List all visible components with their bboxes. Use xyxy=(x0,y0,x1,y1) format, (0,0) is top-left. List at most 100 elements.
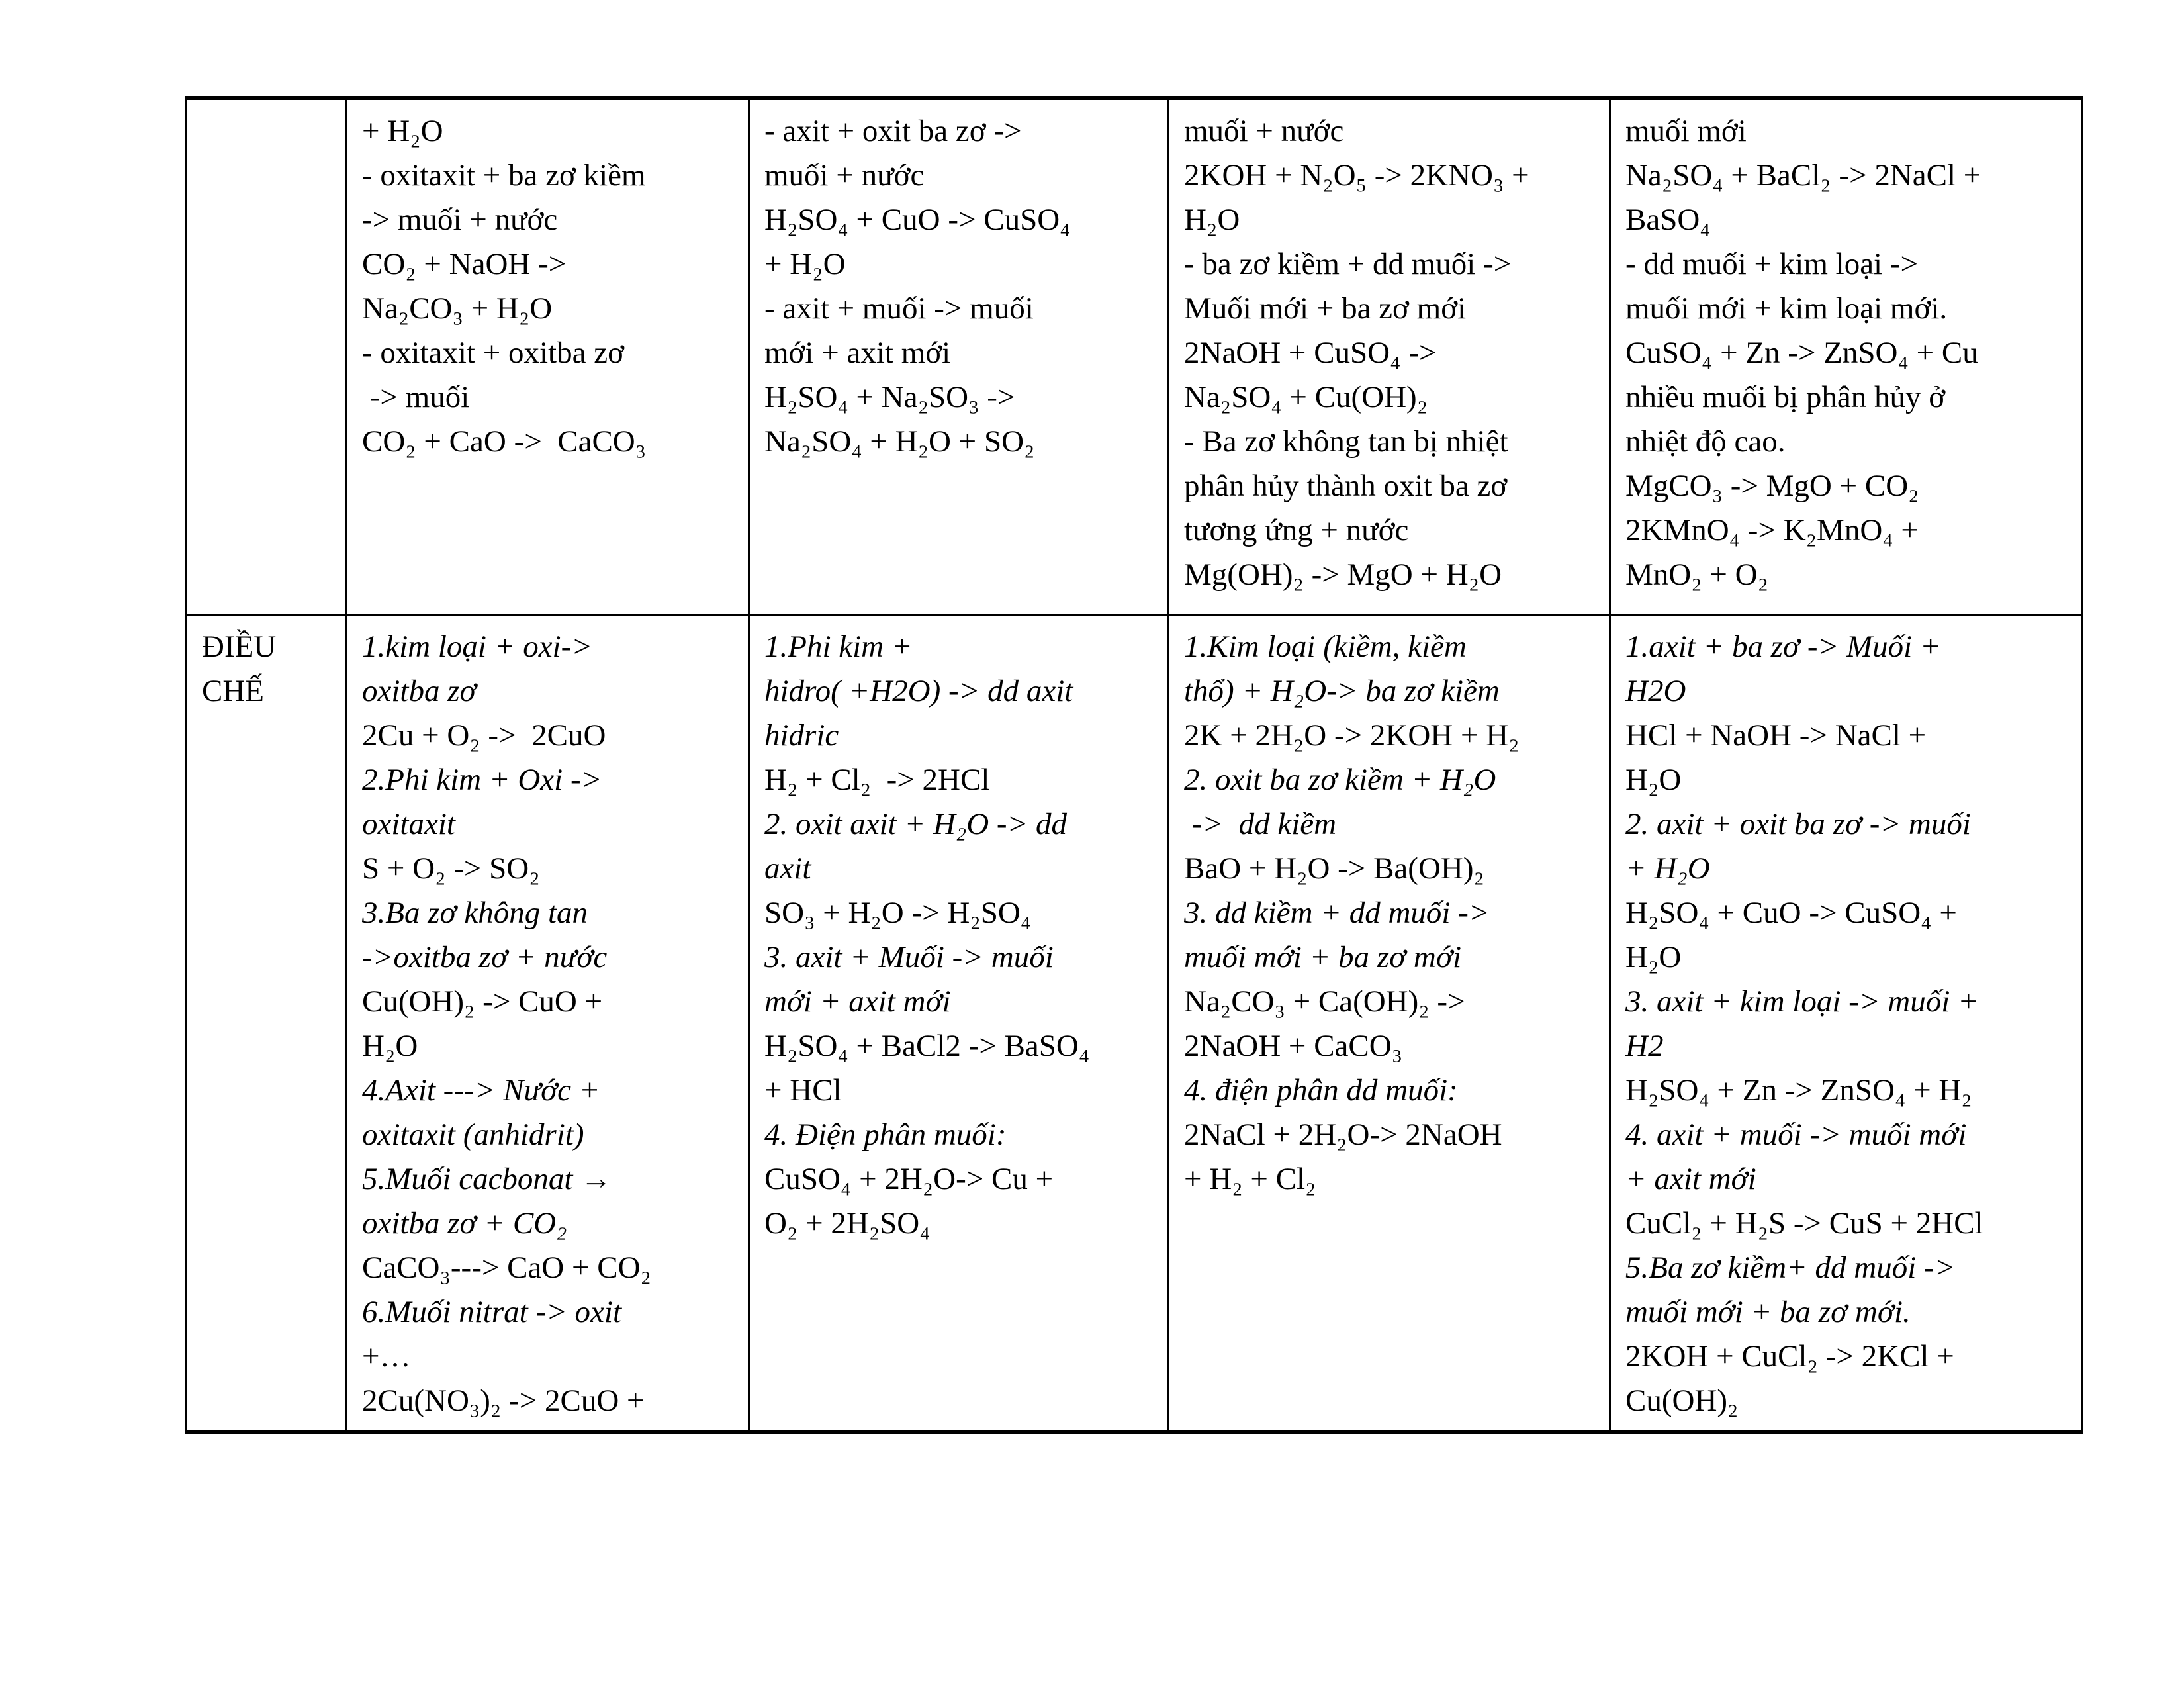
text-line: + HCl xyxy=(764,1072,842,1107)
text-line: Mg(OH)₂ -> MgO + H₂O xyxy=(1184,557,1502,592)
text-line: Cu(OH)₂ xyxy=(1625,1383,1739,1418)
text-line: H₂SO₄ + CuO -> CuSO₄ + xyxy=(1625,895,1957,930)
table-row-properties-continued: + H₂O - oxitaxit + ba zơ kiềm -> muối + nư… xyxy=(185,97,2083,616)
text-line: 2Cu(NO₃)₂ -> 2CuO + xyxy=(362,1383,645,1418)
text-line: nhiệt độ cao. xyxy=(1625,424,1786,459)
text-line: 2KOH + N₂O₅ -> 2KNO₃ + xyxy=(1184,158,1529,193)
text-line: mới + axit mới xyxy=(764,984,951,1019)
text-line: - Ba zơ không tan bị nhiệt xyxy=(1184,424,1508,459)
text-line: 6.Muối nitrat -> oxit xyxy=(362,1294,622,1329)
text-line: oxitaxit (anhidrit) xyxy=(362,1117,584,1152)
text-line: 2. oxit axit + H₂O -> dd xyxy=(764,806,1068,841)
text-line: Na₂SO₄ + Cu(OH)₂ xyxy=(1184,380,1428,414)
cell-label-dieu-che: ĐIỀU CHẾ xyxy=(185,613,347,1432)
text-line: O₂ + 2H₂SO₄ xyxy=(764,1205,931,1241)
text-line: nhiều muối bị phân hủy ở xyxy=(1625,380,1946,414)
text-line: 1.Phi kim + xyxy=(764,629,913,664)
text-line: - axit + muối -> muối xyxy=(764,291,1034,326)
text-line: BaO + H₂O -> Ba(OH)₂ xyxy=(1184,851,1484,886)
cell-properties-salt: muối mới Na₂SO₄ + BaCl₂ -> 2NaCl + BaSO₄ - … xyxy=(1609,97,2083,616)
text-line: 2Cu + O₂ -> 2CuO xyxy=(362,718,606,753)
text-line: CuCl₂ + H₂S -> CuS + 2HCl xyxy=(1625,1205,1983,1241)
text-line: oxitaxit xyxy=(362,806,455,841)
text-line: HCl + NaOH -> NaCl + xyxy=(1625,718,1927,753)
text-line: - oxitaxit + oxitba zơ xyxy=(362,336,624,370)
text-line: Na₂SO₄ + BaCl₂ -> 2NaCl + xyxy=(1625,158,1981,193)
table-row-preparation: ĐIỀU CHẾ 1.kim loại + oxi-> oxitba zơ 2Cu +… xyxy=(185,613,2083,1432)
text-line: H₂SO₄ + Na₂SO₃ -> xyxy=(764,380,1015,414)
text-line: 2.Phi kim + Oxi -> xyxy=(362,762,602,797)
text-line: H2O xyxy=(1625,673,1686,708)
text-line: 3.Ba zơ không tan xyxy=(362,895,588,930)
text-line: H₂O xyxy=(1184,203,1240,237)
text-line: H₂ + Cl₂ -> 2HCl xyxy=(764,762,990,797)
text-line: - axit + oxit ba zơ -> xyxy=(764,114,1022,148)
row-label-line: CHẾ xyxy=(202,673,264,708)
text-line: 1.Kim loại (kiềm, kiềm xyxy=(1184,629,1467,664)
text-line: Na₂CO₃ + H₂O xyxy=(362,291,553,326)
text-line: Muối mới + ba zơ mới xyxy=(1184,291,1467,326)
text-line: axit xyxy=(764,851,811,886)
text-line: muối mới xyxy=(1625,114,1747,148)
text-line: ->oxitba zơ + nước xyxy=(362,939,608,974)
text-line: 4.Axit ---> Nước + xyxy=(362,1072,600,1107)
text-line: H₂O xyxy=(362,1028,418,1063)
text-line: thổ) + H₂O-> ba zơ kiềm xyxy=(1184,673,1500,708)
text-line: - dd muối + kim loại -> xyxy=(1625,247,1919,281)
text-line: CO₂ + NaOH -> xyxy=(362,247,567,281)
text-line: CO₂ + CaO -> CaCO₃ xyxy=(362,424,647,459)
text-line: 4. axit + muối -> muối mới xyxy=(1625,1117,1967,1152)
text-line: 2K + 2H₂O -> 2KOH + H₂ xyxy=(1184,718,1520,753)
text-line: 3. axit + kim loại -> muối + xyxy=(1625,984,1979,1019)
cell-preparation-oxide: 1.kim loại + oxi-> oxitba zơ 2Cu + O₂ -> 2… xyxy=(345,613,750,1432)
text-line: + H₂O xyxy=(362,114,443,148)
text-line: hidro( +H2O) -> dd axit xyxy=(764,673,1073,708)
text-line: 5.Muối cacbonat → xyxy=(362,1161,612,1196)
text-line: MgCO₃ -> MgO + CO₂ xyxy=(1625,469,1919,503)
text-line: 2KMnO₄ -> K₂MnO₄ + xyxy=(1625,513,1919,547)
text-line: CuSO₄ + 2H₂O-> Cu + xyxy=(764,1161,1054,1196)
text-line: 1.axit + ba zơ -> Muối + xyxy=(1625,629,1941,664)
cell-properties-base: muối + nước 2KOH + N₂O₅ -> 2KNO₃ + H₂O - ba… xyxy=(1167,97,1611,616)
text-line: CaCO₃---> CaO + CO₂ xyxy=(362,1250,651,1285)
text-line: phân hủy thành oxit ba zơ xyxy=(1184,469,1508,503)
text-line: CuSO₄ + Zn -> ZnSO₄ + Cu xyxy=(1625,336,1978,370)
text-line: 3. dd kiềm + dd muối -> xyxy=(1184,895,1490,930)
text-line: 1.kim loại + oxi-> xyxy=(362,629,592,664)
cell-preparation-acid: 1.Phi kim + hidro( +H2O) -> dd axit hidric… xyxy=(748,613,1169,1432)
cell-properties-acid: - axit + oxit ba zơ -> muối + nước H₂SO₄ +… xyxy=(748,97,1169,616)
text-line: + H₂O xyxy=(764,247,846,281)
text-line: 2. oxit ba zơ kiềm + H₂O xyxy=(1184,762,1496,797)
text-line: 2. axit + oxit ba zơ -> muối xyxy=(1625,806,1971,841)
text-line: tương ứng + nước xyxy=(1184,513,1409,547)
text-line: SO₃ + H₂O -> H₂SO₄ xyxy=(764,895,1032,930)
text-line: H₂SO₄ + Zn -> ZnSO₄ + H₂ xyxy=(1625,1072,1972,1107)
text-line: hidric xyxy=(764,718,839,753)
text-line: -> dd kiềm xyxy=(1184,806,1337,841)
text-line: Cu(OH)₂ -> CuO + xyxy=(362,984,603,1019)
text-line: muối mới + ba zơ mới. xyxy=(1625,1294,1911,1329)
cell-preparation-base: 1.Kim loại (kiềm, kiềm thổ) + H₂O-> ba zơ… xyxy=(1167,613,1611,1432)
text-line: Na₂SO₄ + H₂O + SO₂ xyxy=(764,424,1035,459)
text-line: + H₂O xyxy=(1625,851,1710,886)
text-line: -> muối xyxy=(362,380,470,414)
text-line: 4. Điện phân muối: xyxy=(764,1117,1007,1152)
row-label-line: ĐIỀU xyxy=(202,629,277,664)
text-line: H2 xyxy=(1625,1028,1664,1063)
text-line: oxitba zơ + CO₂ xyxy=(362,1205,567,1241)
text-line: 3. axit + Muối -> muối xyxy=(764,939,1054,974)
cell-empty-row-label xyxy=(185,97,347,616)
cell-properties-oxide: + H₂O - oxitaxit + ba zơ kiềm -> muối + nư… xyxy=(345,97,750,616)
text-line: H₂O xyxy=(1625,939,1682,974)
text-line: 2NaOH + CaCO₃ xyxy=(1184,1028,1403,1063)
text-line: 4. điện phân dd muối: xyxy=(1184,1072,1458,1107)
text-line: oxitba zơ xyxy=(362,673,477,708)
text-line: muối + nước xyxy=(1184,114,1344,148)
text-line: +… xyxy=(362,1338,411,1374)
text-line: 2KOH + CuCl₂ -> 2KCl + xyxy=(1625,1338,1954,1374)
text-line: muối mới + kim loại mới. xyxy=(1625,291,1948,326)
text-line: 2NaOH + CuSO₄ -> xyxy=(1184,336,1437,370)
text-line: muối + nước xyxy=(764,158,925,193)
text-line: H₂SO₄ + CuO -> CuSO₄ xyxy=(764,203,1071,237)
